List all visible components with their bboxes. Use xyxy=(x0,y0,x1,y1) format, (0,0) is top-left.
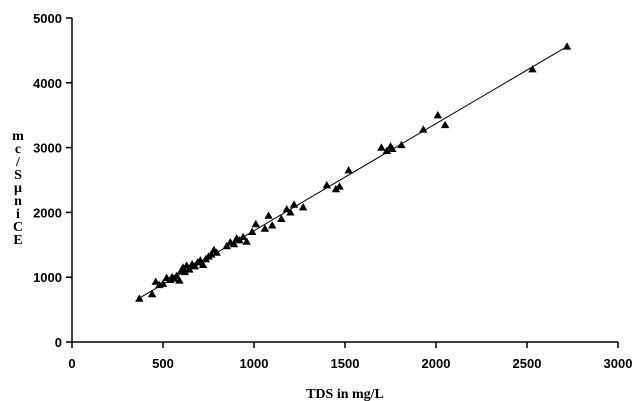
data-point-triangle xyxy=(282,204,291,213)
data-point-triangle xyxy=(268,221,277,229)
data-point-triangle xyxy=(242,237,251,245)
y-axis-title-char: C xyxy=(13,220,23,235)
data-point-triangle xyxy=(151,277,160,285)
data-point-triangle xyxy=(344,166,353,174)
data-point-triangle xyxy=(433,111,443,119)
data-point-triangle xyxy=(175,276,184,284)
data-point-triangle xyxy=(135,294,144,302)
x-tick-label: 0 xyxy=(68,356,75,371)
data-point-triangle xyxy=(322,180,331,189)
data-point-triangle xyxy=(251,219,261,228)
data-point-triangle xyxy=(277,214,286,223)
data-point-triangle xyxy=(382,146,392,154)
data-point-triangle xyxy=(158,279,168,287)
y-tick-label: 3000 xyxy=(33,141,62,156)
y-axis-title-char: μ xyxy=(14,181,22,196)
data-point-triangle xyxy=(180,267,190,276)
x-axis-title: TDS in mg/L xyxy=(306,387,384,401)
data-point-triangle xyxy=(185,265,194,273)
data-point-triangle xyxy=(397,140,406,149)
data-point-triangle xyxy=(388,144,397,153)
data-point-triangle xyxy=(289,200,299,208)
y-axis-title-char: i xyxy=(16,207,20,222)
data-point-triangle xyxy=(286,208,295,216)
data-point-triangle xyxy=(260,224,270,232)
data-point-triangle xyxy=(377,143,386,151)
data-point-triangle xyxy=(190,261,200,270)
data-point-triangle xyxy=(264,211,273,219)
y-tick-label: 5000 xyxy=(33,11,62,26)
y-tick-label: 0 xyxy=(55,335,62,350)
y-tick-label: 2000 xyxy=(33,205,62,220)
data-point-triangle xyxy=(247,227,257,235)
x-tick-label: 2000 xyxy=(422,356,451,371)
y-axis-title-char: n xyxy=(14,194,22,209)
x-tick-label: 1500 xyxy=(331,356,360,371)
data-point-triangle xyxy=(419,125,428,133)
x-tick-label: 2500 xyxy=(513,356,542,371)
data-points xyxy=(135,42,572,302)
data-point-triangle xyxy=(298,203,308,211)
y-tick-label: 4000 xyxy=(33,76,62,91)
data-point-triangle xyxy=(207,250,216,258)
y-axis-title-char: E xyxy=(13,233,22,248)
data-point-triangle xyxy=(528,64,537,73)
y-ticks: 0 1000 2000 3000 4000 5000 xyxy=(33,11,72,350)
y-axis-title-char: c xyxy=(15,142,21,157)
data-point-triangle xyxy=(440,120,450,129)
y-axis-title-char: S xyxy=(14,168,22,183)
x-ticks: 0 500 1000 1500 2000 2500 3000 xyxy=(68,342,632,371)
data-point-triangle xyxy=(229,239,239,248)
data-point-triangle xyxy=(198,260,208,269)
data-point-triangle xyxy=(147,289,157,298)
y-tick-label: 1000 xyxy=(33,270,62,285)
plot-area: 0 500 1000 1500 2000 2500 3000 0 1000 2000 3000 40… xyxy=(33,11,632,371)
data-point-triangle xyxy=(335,182,344,190)
data-point-triangle xyxy=(562,42,572,50)
x-tick-label: 500 xyxy=(152,356,174,371)
data-point-triangle xyxy=(331,184,341,193)
y-axis-title-char: / xyxy=(15,155,21,170)
data-point-triangle xyxy=(222,241,231,250)
x-tick-label: 3000 xyxy=(604,356,633,371)
data-point-triangle xyxy=(172,271,181,280)
data-point-triangle xyxy=(212,248,221,256)
x-tick-label: 1000 xyxy=(240,356,269,371)
data-point-triangle xyxy=(238,232,248,241)
y-axis-title-char: m xyxy=(12,129,24,144)
